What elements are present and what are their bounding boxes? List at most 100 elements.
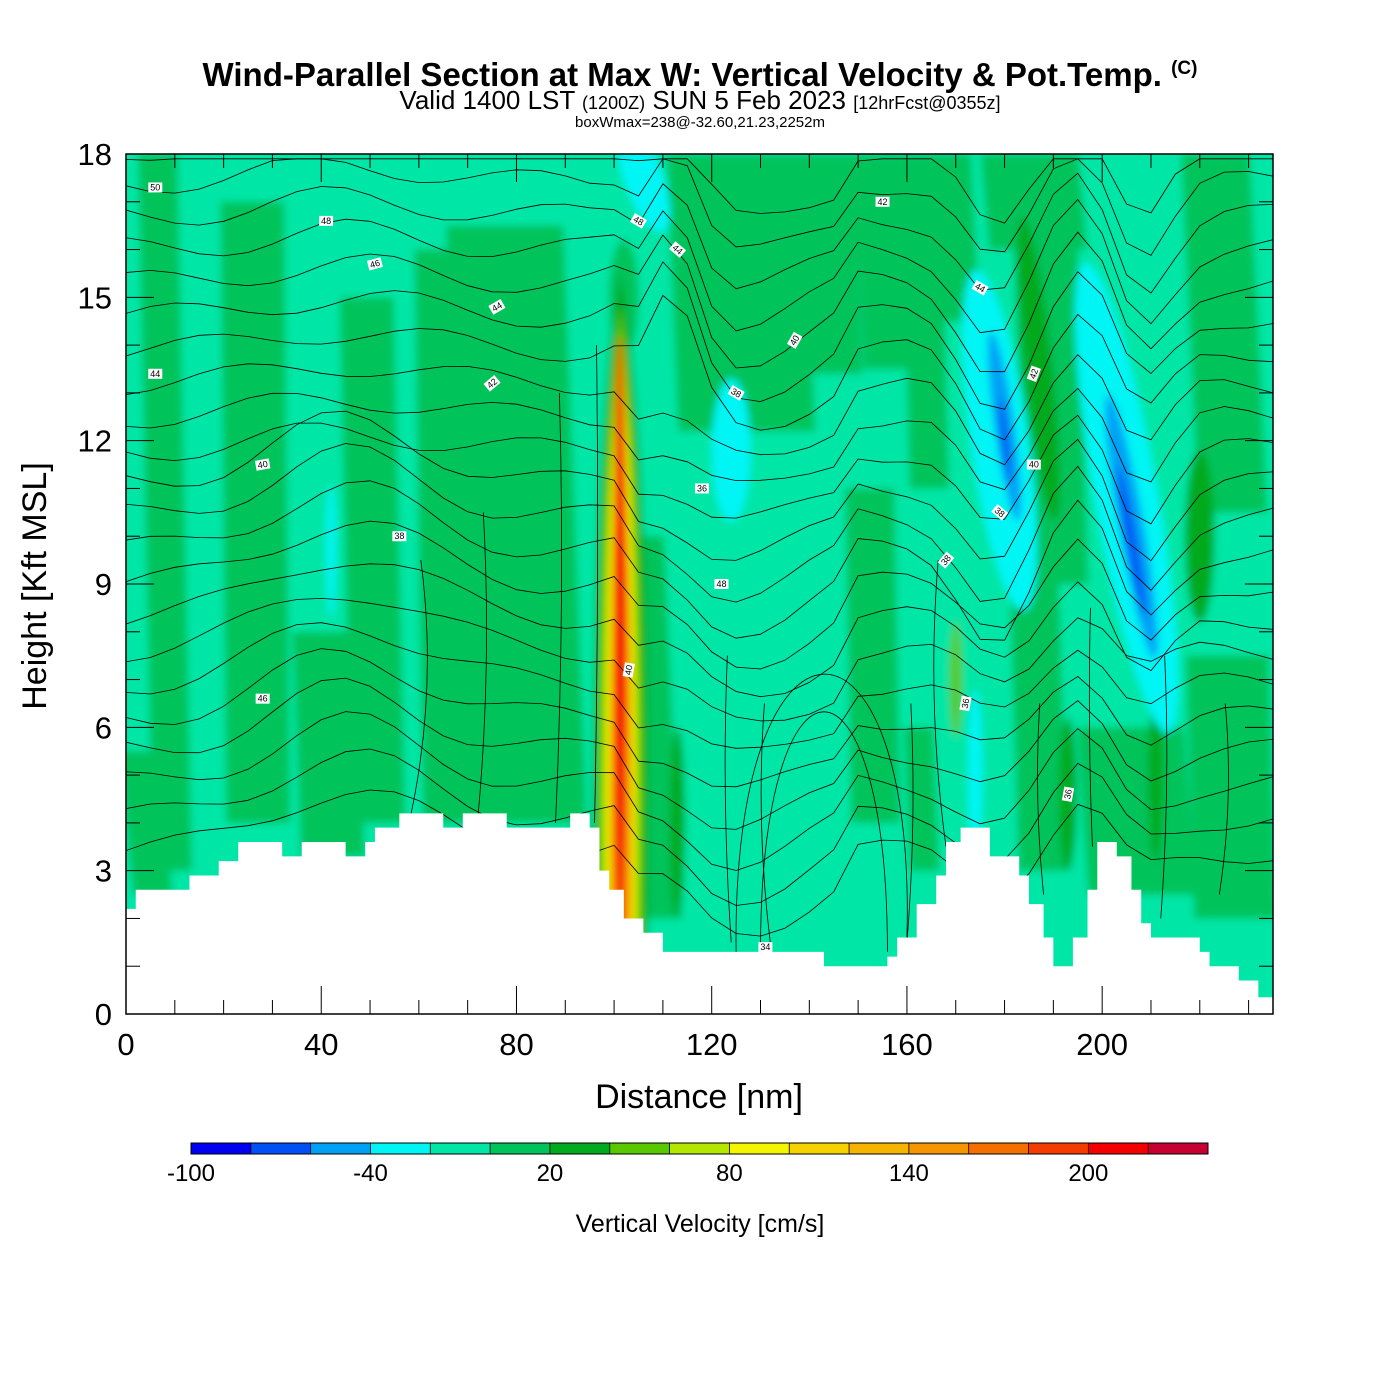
velocity-cell	[1148, 689, 1164, 862]
theta-isentrope	[126, 711, 1273, 871]
theta-label-text: 40	[788, 333, 802, 347]
terrain-mask	[126, 813, 1273, 1014]
theta-isentrope	[126, 563, 1273, 698]
theta-isentrope	[724, 655, 732, 943]
y-axis-tick-labels: 0 3 6 9 12 15 18	[78, 137, 112, 1032]
updraft-band	[292, 631, 365, 857]
theta-label: 42	[1026, 365, 1041, 383]
axis-ticks	[125, 153, 1273, 1015]
colorbar-swatch	[669, 1143, 730, 1154]
theta-isentrope	[126, 443, 1273, 603]
theta-isentrope	[126, 261, 1273, 410]
theta-label-box	[254, 458, 271, 471]
theta-isentrope	[126, 172, 1273, 294]
theta-isentrope	[735, 673, 908, 952]
colorbar-swatch	[430, 1143, 491, 1154]
theta-label: 36	[959, 695, 972, 712]
colorbar-swatch	[549, 1143, 611, 1154]
theta-label-box	[991, 504, 1009, 521]
theta-label-text: 34	[760, 942, 770, 952]
colorbar-swatch	[849, 1143, 910, 1154]
colorbar-tick-label: 80	[716, 1160, 743, 1187]
x-tick-label: 80	[499, 1027, 533, 1062]
updraft-band	[852, 154, 923, 369]
theta-label-text: 38	[394, 531, 404, 541]
velocity-cell	[949, 622, 962, 737]
theta-isentrope	[126, 354, 1273, 466]
theta-label-text: 46	[258, 694, 268, 704]
theta-label-text: 44	[490, 300, 504, 314]
theta-label-text: 48	[321, 216, 331, 226]
colorbar-tick-label: 140	[889, 1160, 929, 1187]
updraft-band	[1185, 655, 1273, 919]
theta-isentrope	[126, 748, 1273, 906]
theta-isentrope	[126, 677, 1273, 830]
y-tick-label: 15	[78, 280, 112, 315]
theta-label-box	[668, 241, 687, 258]
theta-label: 46	[366, 257, 383, 271]
theta-label: 38	[392, 531, 407, 542]
theta-label-box	[148, 368, 163, 379]
velocity-cell	[998, 397, 1011, 484]
theta-contour-labels: 50 48 46 44 44 42 40 38 46 48 44 42 40 38 36 48 44 42 40 38…	[148, 182, 1075, 953]
y-tick-label: 3	[95, 854, 112, 889]
y-tick-label: 18	[78, 137, 112, 172]
updraft-band	[446, 225, 587, 823]
theta-label-text: 44	[670, 243, 684, 257]
velocity-cell	[711, 378, 751, 522]
theta-isentrope	[760, 703, 771, 943]
colorbar: -100 -40 20 80 140 200	[167, 1142, 1209, 1187]
theta-isentrope	[126, 622, 1273, 749]
theta-label-box	[786, 331, 803, 349]
colorbar-swatch	[490, 1143, 551, 1154]
valid-time: Valid 1400 LST (1200Z) SUN 5 Feb 2023 [1…	[399, 85, 1001, 115]
theta-label-text: 46	[369, 258, 381, 270]
colorbar-swatch	[1028, 1143, 1089, 1154]
title-block: Wind-Parallel Section at Max W: Vertical…	[0, 50, 1400, 131]
theta-label-box	[483, 375, 501, 392]
x-tick-label: 0	[117, 1027, 134, 1062]
theta-isentrope	[408, 560, 428, 823]
chart-title: Wind-Parallel Section at Max W: Vertical…	[202, 56, 1198, 93]
theta-label: 40	[1026, 459, 1041, 470]
theta-label-box	[392, 531, 407, 542]
theta-label-box	[727, 385, 745, 401]
theta-label-box	[622, 662, 635, 678]
colorbar-swatch	[908, 1143, 970, 1154]
velocity-cell	[326, 483, 336, 618]
colorbar-tick-label: -100	[167, 1160, 215, 1187]
theta-label-text: 40	[623, 664, 635, 676]
boxwmax-line: boxWmax=238@-32.60,21.23,2252m	[575, 114, 825, 131]
x-axis-label: Distance [nm]	[595, 1078, 803, 1116]
colorbar-tick-label: 200	[1068, 1160, 1108, 1187]
theta-label: 36	[1061, 786, 1075, 802]
theta-label: 48	[714, 579, 729, 589]
theta-label-box	[694, 483, 709, 494]
theta-label: 40	[254, 458, 271, 471]
theta-label-box	[714, 579, 729, 589]
theta-label-box	[629, 213, 648, 229]
theta-isentrope	[126, 231, 1273, 373]
x-axis-tick-labels: 0 40 80 120 160 200	[117, 1027, 1128, 1062]
theta-label-text: 36	[697, 483, 707, 493]
theta-label-box	[1026, 459, 1041, 470]
theta-label-text: 42	[485, 376, 499, 390]
theta-label: 38	[991, 504, 1009, 521]
theta-label-box	[488, 299, 506, 315]
theta-label-text: 40	[1029, 460, 1039, 470]
velocity-cell	[1185, 450, 1215, 623]
colorbar-swatch	[968, 1143, 1030, 1154]
theta-label: 46	[255, 693, 270, 704]
updraft-band	[1181, 154, 1268, 513]
theta-isentrope	[126, 480, 1273, 641]
colorbar-frame	[190, 1142, 1209, 1155]
theta-label: 44	[971, 279, 989, 296]
theta-label-box	[366, 257, 383, 271]
theta-label: 38	[937, 551, 955, 569]
colorbar-tick-label: -40	[353, 1160, 388, 1187]
theta-isentrope	[555, 392, 563, 823]
theta-label: 42	[875, 196, 890, 207]
theta-label-text: 50	[150, 182, 160, 192]
y-axis-label: Height [Kft MSL]	[16, 462, 54, 710]
